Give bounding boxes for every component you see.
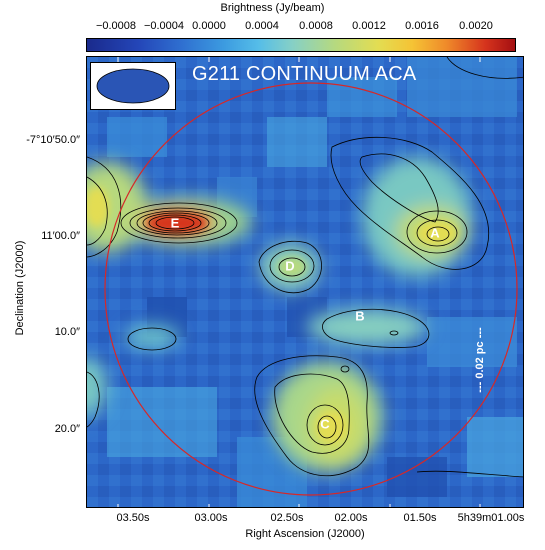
x-tick-label: 03.00s bbox=[194, 512, 228, 524]
x-tick-label: 02.50s bbox=[270, 512, 304, 524]
x-tick-label: 02.00s bbox=[334, 512, 368, 524]
colorbar-tick: 0.0016 bbox=[405, 20, 439, 32]
x-tick-label: 01.50s bbox=[403, 512, 437, 524]
colorbar-tick: 0.0004 bbox=[245, 20, 279, 32]
x-axis-title: Right Ascension (J2000) bbox=[245, 528, 365, 540]
x-tick-label: 5h39m01.00s bbox=[457, 512, 525, 524]
y-tick-label: 11′00.0″ bbox=[41, 230, 80, 242]
colorbar-tick: 0.0020 bbox=[459, 20, 493, 32]
continuum-map bbox=[86, 56, 524, 508]
scale-bar: --- 0.02 pc --- bbox=[474, 327, 486, 393]
colorbar-tick: −0.0008 bbox=[95, 20, 137, 32]
beam-inset bbox=[90, 62, 176, 110]
colorbar-label: Brightness (Jy/beam) bbox=[220, 2, 325, 14]
y-tick-label: 10.0″ bbox=[54, 326, 80, 338]
source-label-d: D bbox=[285, 258, 295, 274]
contours bbox=[87, 57, 523, 478]
colorbar bbox=[86, 38, 516, 52]
y-tick-label: -7°10′50.0″ bbox=[26, 134, 80, 146]
source-label-c: C bbox=[320, 416, 330, 432]
source-label-a: A bbox=[430, 225, 440, 241]
x-tick-label: 03.50s bbox=[116, 512, 150, 524]
y-axis-title: Declination (J2000) bbox=[14, 240, 26, 336]
colorbar-tick: 0.0008 bbox=[299, 20, 333, 32]
map-title: G211 CONTINUUM ACA bbox=[192, 63, 417, 85]
colorbar-tick: −0.0004 bbox=[143, 20, 185, 32]
y-tick-label: 20.0″ bbox=[54, 423, 80, 435]
field-of-view-circle bbox=[104, 82, 518, 496]
beam-ellipse bbox=[96, 68, 170, 104]
source-label-b: B bbox=[355, 308, 365, 324]
colorbar-tick: 0.0000 bbox=[192, 20, 226, 32]
colorbar-tick: 0.0012 bbox=[352, 20, 386, 32]
source-label-e: E bbox=[170, 215, 180, 231]
